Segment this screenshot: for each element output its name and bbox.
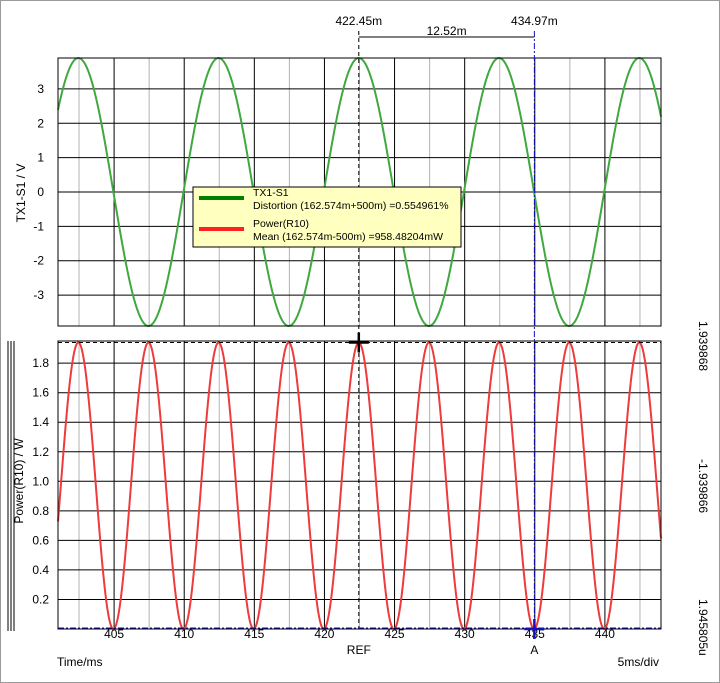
legend-name-power-r10: Power(R10)	[253, 218, 309, 230]
x-tick-label: 430	[455, 627, 475, 641]
bottom-y-tick-label: 0.4	[32, 563, 49, 577]
readout-max: 1.939868	[696, 321, 710, 371]
right-cursor-crosshair	[524, 619, 545, 639]
bottom-y-tick-label: 0.8	[32, 504, 49, 518]
x-tick-label: 440	[595, 627, 615, 641]
x-tick-label: 420	[314, 627, 334, 641]
bottom-y-tick-label: 1.4	[32, 415, 49, 429]
readout-mid: -1.939866	[696, 459, 710, 513]
top-y-tick-label: -1	[33, 219, 44, 233]
bottom-left-bar	[7, 341, 15, 631]
top-y-axis-label: TX1-S1 / V	[14, 164, 28, 223]
bottom-y-tick-label: 0.6	[32, 533, 49, 547]
cursor-a-marker-label: A	[530, 643, 538, 657]
bottom-grid	[58, 341, 661, 629]
legend: TX1-S1 Distortion (162.574m+500m) =0.554…	[192, 186, 462, 248]
top-y-tick-label: -3	[33, 288, 44, 302]
top-y-ticks: 3 2 1 0 -1 -2 -3	[33, 82, 44, 302]
cursor-overlay	[58, 31, 661, 639]
ref-label: REF	[347, 643, 371, 657]
top-y-tick-label: 3	[37, 82, 44, 96]
cursor-delta-label: 12.52m	[427, 24, 467, 38]
bottom-y-tick-label: 0.2	[32, 592, 49, 606]
top-y-tick-label: 1	[37, 151, 44, 165]
top-y-tick-label: 2	[37, 116, 44, 130]
x-tick-label: 405	[104, 627, 124, 641]
legend-name-tx1-s1: TX1-S1	[253, 187, 289, 199]
x-tick-label: 425	[385, 627, 405, 641]
bottom-y-ticks: 1.8 1.6 1.4 1.2 1.0 0.8 0.6 0.4 0.2	[32, 356, 49, 606]
x-axis-label: Time/ms	[57, 655, 103, 669]
top-y-tick-label: 0	[37, 185, 44, 199]
top-y-tick-label: -2	[33, 254, 44, 268]
time-per-div-label: 5ms/div	[618, 655, 659, 669]
legend-detail-tx1-s1: Distortion (162.574m+500m) =0.554961%	[253, 200, 449, 212]
legend-detail-power-r10: Mean (162.574m-500m) =958.48204mW	[253, 231, 443, 243]
bottom-y-tick-label: 1.2	[32, 445, 49, 459]
x-tick-label: 410	[174, 627, 194, 641]
x-tick-label: 415	[244, 627, 264, 641]
bottom-x-ticks: 405410415420425430435440	[104, 627, 615, 641]
readout-min: 1.945805u	[696, 599, 710, 656]
left-cursor-label: 422.45m	[335, 14, 382, 28]
bottom-y-tick-label: 1.0	[32, 474, 49, 488]
bottom-y-tick-label: 1.8	[32, 356, 49, 370]
top-plot-frame	[57, 57, 662, 327]
bottom-y-axis-label: Power(R10) / W	[12, 438, 26, 524]
bottom-y-tick-label: 1.6	[32, 386, 49, 400]
left-cursor-crosshair	[348, 332, 369, 353]
right-cursor-label: 434.97m	[511, 14, 558, 28]
